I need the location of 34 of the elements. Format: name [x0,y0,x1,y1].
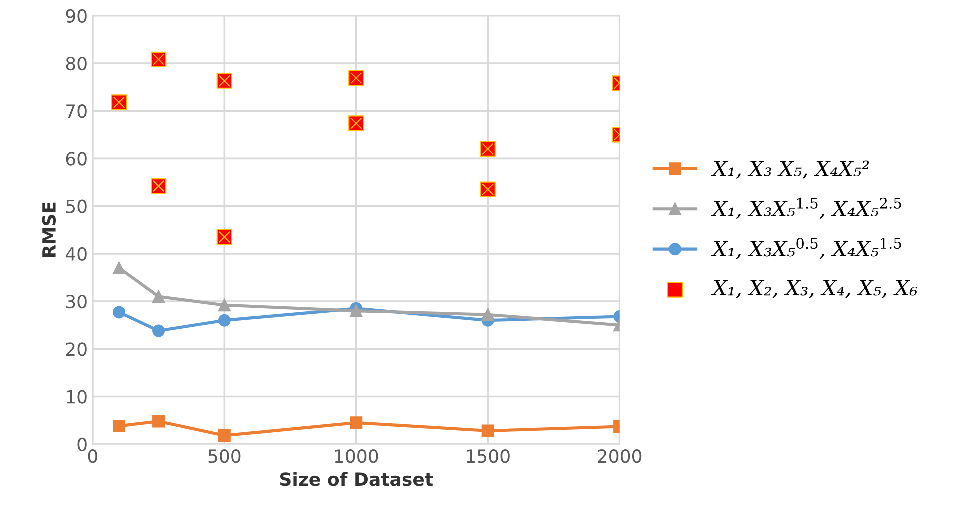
point [218,299,231,312]
point [218,314,231,327]
y-tick-label: 30 [66,294,87,309]
legend-label: X₁, X₃X₅$^{1.5}$, X₄X₅$^{2.5}$ [711,198,902,220]
point [152,290,166,304]
point [482,424,494,438]
y-tick-label: 60 [66,152,87,166]
legend-label: X₁, X₃X₅$^{0.5}$, X₄X₅$^{1.5}$ [711,238,902,260]
x-tick-label: 1500 [467,450,510,464]
x-tick-label: 0 [88,450,98,464]
point [350,416,363,430]
y-tick-label: 40 [66,247,87,262]
point [113,420,126,433]
y-tick-label: 80 [66,56,87,71]
y-tick-label: 20 [66,342,87,356]
x-tick-label: 500 [208,450,241,464]
point [152,415,166,428]
x-tick-label: 1000 [335,450,378,464]
point [350,304,363,318]
y-tick-label: 10 [67,390,87,404]
point [218,430,231,442]
y-tick-label: 0 [78,438,87,452]
legend-label: X₁, X₃ X₅, X₄X₅² [711,160,870,180]
y-tick-label: 50 [66,200,87,214]
x-tick-label: 2000 [598,450,642,464]
legend-label: X₁, X₂, X₃, X₄, X₅, X₆ [711,280,918,298]
y-tick-label: 70 [66,104,87,118]
x-axis-title: Size of Dataset [280,472,434,486]
y-axis-title: RMSE [42,202,56,258]
point [482,308,494,322]
point [152,324,166,338]
y-tick-label: 90 [66,9,87,23]
point [113,306,126,319]
point [113,262,126,274]
